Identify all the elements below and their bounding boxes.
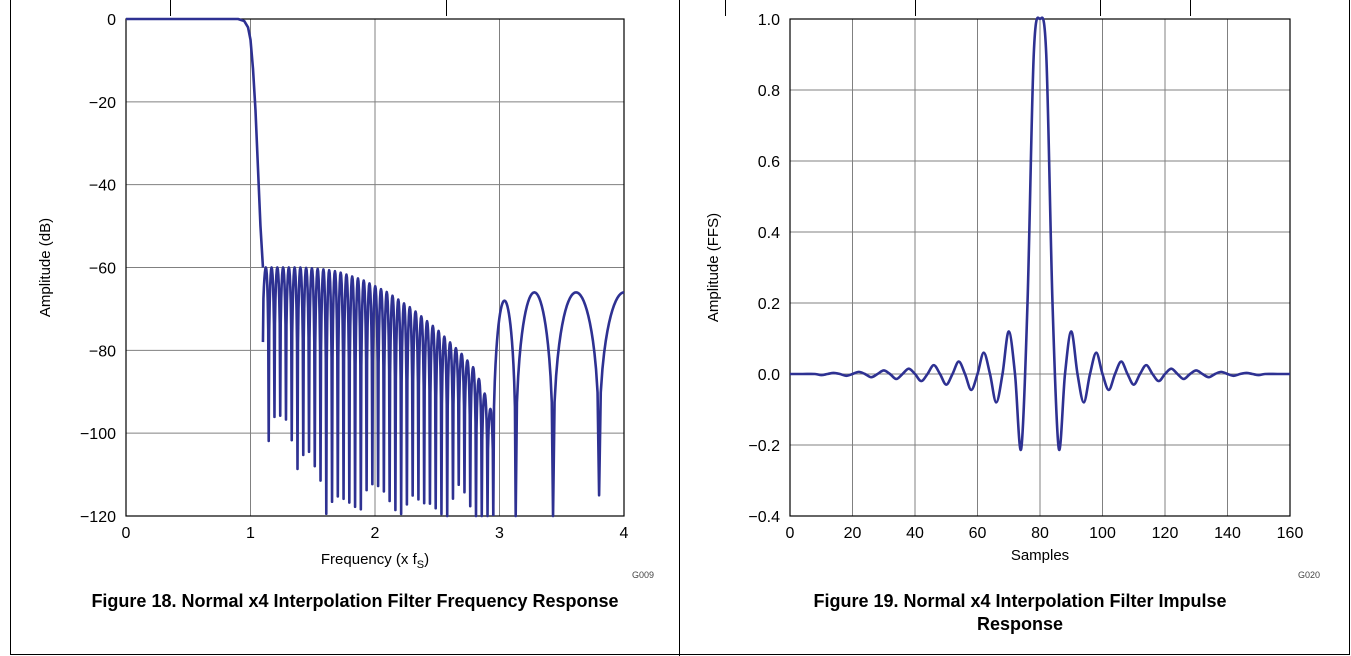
y-tick-label: −0.4 <box>748 509 780 526</box>
x-tick-label: 3 <box>495 525 504 542</box>
x-tick-label: 1 <box>246 525 255 542</box>
y-tick-label: −0.2 <box>748 438 780 455</box>
x-tick-label: 40 <box>906 525 924 542</box>
table-rule <box>915 0 916 16</box>
y-tick-label: −40 <box>89 178 116 195</box>
y-tick-label: 0.2 <box>758 296 780 313</box>
x-tick-label: 120 <box>1152 525 1179 542</box>
x-tick-label: 60 <box>969 525 987 542</box>
y-tick-label: 1.0 <box>758 12 780 29</box>
table-rule <box>1100 0 1101 16</box>
x-tick-label: 0 <box>786 525 795 542</box>
passband-curve <box>126 17 265 268</box>
y-tick-label: −20 <box>89 95 116 112</box>
x-axis-label: Frequency (x fS) <box>321 551 429 571</box>
frequency-response-chart: 0 1 2 3 4 0 −20 −40 −60 −80 −100 −120 Amplitude (dB)… <box>37 12 654 580</box>
figure-18-caption: Figure 18. Normal x4 Interpolation Filte… <box>91 591 619 611</box>
y-axis-label: Amplitude (FFS) <box>705 213 722 322</box>
y-tick-label: −60 <box>89 261 116 278</box>
y-tick-label: −120 <box>80 509 116 526</box>
y-tick-label: 0 <box>107 12 116 29</box>
page-frame <box>10 0 1350 655</box>
upper-lobes-curve <box>491 291 625 518</box>
figure-tag: G009 <box>632 570 654 580</box>
table-rule <box>446 0 447 16</box>
x-tick-label: 4 <box>620 525 629 542</box>
y-tick-label: 0.0 <box>758 367 780 384</box>
x-tick-label: 2 <box>371 525 380 542</box>
x-tick-label: 160 <box>1277 525 1304 542</box>
y-tick-label: 0.6 <box>758 154 780 171</box>
x-tick-label: 0 <box>122 525 131 542</box>
table-rule <box>1190 0 1191 16</box>
panel-divider <box>679 0 680 656</box>
y-tick-label: −100 <box>80 426 116 443</box>
stopband-lobes-curve <box>261 266 495 518</box>
y-axis-label: Amplitude (dB) <box>37 218 54 317</box>
x-tick-label: 140 <box>1214 525 1241 542</box>
x-axis-label: Samples <box>1011 547 1069 564</box>
impulse-response-curve <box>789 16 1291 452</box>
x-tick-label: 100 <box>1089 525 1116 542</box>
figure-19-caption: Figure 19. Normal x4 Interpolation Filte… <box>813 591 1227 634</box>
table-rule <box>170 0 171 16</box>
y-tick-label: −80 <box>89 343 116 360</box>
figure-19-panel: 0 20 40 60 80 100 120 140 160 1.0 0.8 0.6 0.4 0.2 0.0 −… <box>680 0 1350 656</box>
figure-18-panel: 0 1 2 3 4 0 −20 −40 −60 −80 −100 −120 Amplitude (dB)… <box>10 0 679 656</box>
figure-tag: G020 <box>1298 570 1320 580</box>
plot-area-border <box>125 18 625 517</box>
x-tick-label: 80 <box>1031 525 1049 542</box>
y-tick-label: 0.4 <box>758 225 780 242</box>
y-tick-label: 0.8 <box>758 83 780 100</box>
x-tick-label: 20 <box>844 525 862 542</box>
table-rule <box>725 0 726 16</box>
impulse-response-chart: 0 20 40 60 80 100 120 140 160 1.0 0.8 0.6 0.4 0.2 0.0 −… <box>705 12 1320 580</box>
